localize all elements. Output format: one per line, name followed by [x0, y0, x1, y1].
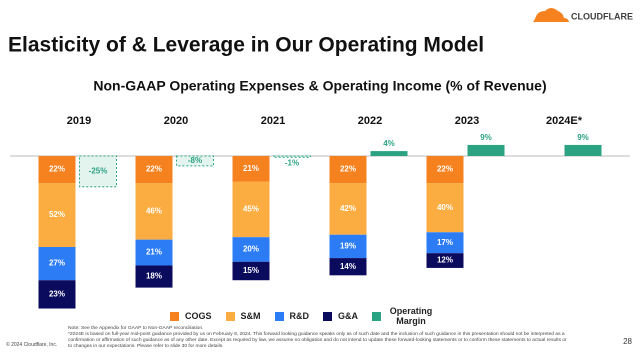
data-label: -8% — [188, 156, 202, 165]
legend-item: R&D — [274, 311, 310, 321]
chart-title: Non-GAAP Operating Expenses & Operating … — [93, 78, 546, 94]
data-label: 20% — [243, 245, 259, 254]
logo: CLOUDFLARE — [533, 8, 633, 22]
bar-segment — [426, 156, 464, 184]
margin-bar — [273, 155, 311, 158]
bar-segment — [135, 239, 173, 266]
bar-segment — [135, 265, 173, 288]
bar-segment — [232, 237, 270, 262]
page-number: 28 — [623, 337, 632, 346]
bar-segment — [232, 181, 270, 238]
bar-segment — [329, 258, 367, 276]
legend-swatch — [170, 311, 179, 321]
legend-swatch — [225, 311, 235, 321]
bar-segment — [38, 247, 76, 281]
data-label: 42% — [340, 204, 356, 213]
data-label: 21% — [146, 248, 162, 257]
legend-label: G&A — [338, 311, 359, 321]
data-label: 22% — [146, 165, 162, 174]
data-label: 19% — [340, 242, 356, 251]
bar-segment — [329, 183, 367, 235]
legend-item: COGS — [170, 311, 212, 321]
margin-bar — [79, 155, 117, 188]
data-label: 18% — [146, 272, 162, 281]
margin-bar — [564, 144, 602, 156]
margin-bar — [176, 155, 214, 167]
data-label: 21% — [243, 164, 259, 173]
footnote: Note: See the Appendix for GAAP to Non-G… — [68, 326, 204, 331]
margin-bar — [370, 151, 408, 156]
bar-segment — [426, 232, 464, 254]
bar-segment — [38, 156, 76, 184]
copyright: © 2024 Cloudflare, Inc. — [6, 342, 58, 348]
x-tick-label: 2023 — [455, 115, 479, 127]
x-tick-label: 2020 — [164, 115, 188, 127]
logo-text: CLOUDFLARE — [571, 11, 633, 21]
bar-segment — [232, 261, 270, 281]
bar-segment — [38, 280, 76, 309]
bar-segment — [135, 183, 173, 240]
data-label: 4% — [383, 139, 395, 148]
legend-swatch — [372, 311, 382, 321]
data-label: 27% — [49, 259, 65, 268]
data-label: 45% — [243, 205, 259, 214]
legend-label: COGS — [185, 311, 212, 321]
x-tick-label: 2019 — [67, 115, 91, 127]
legend-swatch — [323, 311, 333, 321]
data-label: 22% — [437, 165, 453, 174]
bar-segment — [329, 234, 367, 259]
x-tick-label: 2021 — [261, 115, 285, 127]
bar-segment — [426, 183, 464, 233]
x-tick-label: 2024E* — [546, 115, 583, 127]
bar-segment — [135, 156, 173, 184]
data-label: -25% — [89, 166, 108, 175]
data-label: 12% — [437, 256, 453, 265]
data-label: 52% — [49, 210, 65, 219]
data-label: -1% — [285, 158, 299, 167]
legend-item: Operating Margin — [372, 306, 435, 326]
bar-segment — [38, 183, 76, 248]
data-label: 22% — [49, 165, 65, 174]
bar-segment — [329, 156, 367, 184]
data-label: 23% — [49, 289, 65, 298]
legend: COGS S&M R&D G&A Operating Margin — [170, 306, 435, 326]
slide-title: Elasticity of & Leverage in Our Operatin… — [8, 34, 484, 57]
data-label: 14% — [340, 262, 356, 271]
data-label: 9% — [577, 133, 589, 142]
x-tick-label: 2022 — [358, 115, 382, 127]
footnote: *2024E is based on full-year mid-point g… — [68, 332, 567, 349]
footnotes: Note: See the Appendix for GAAP to Non-G… — [68, 326, 568, 350]
bar-segment — [232, 156, 270, 182]
legend-label: S&M — [240, 311, 261, 321]
legend-swatch — [274, 311, 284, 321]
legend-item: G&A — [323, 311, 358, 321]
data-label: 17% — [437, 238, 453, 247]
data-label: 40% — [437, 203, 453, 212]
data-label: 15% — [243, 266, 259, 275]
legend-label: R&D — [289, 311, 310, 321]
margin-bar — [467, 144, 505, 156]
logo-cloud — [533, 8, 569, 22]
legend-item: S&M — [225, 311, 261, 321]
bar-segment — [426, 253, 464, 268]
data-label: 46% — [146, 206, 162, 215]
data-label: 22% — [340, 165, 356, 174]
data-label: 9% — [480, 133, 492, 142]
legend-label: Operating Margin — [389, 306, 433, 326]
